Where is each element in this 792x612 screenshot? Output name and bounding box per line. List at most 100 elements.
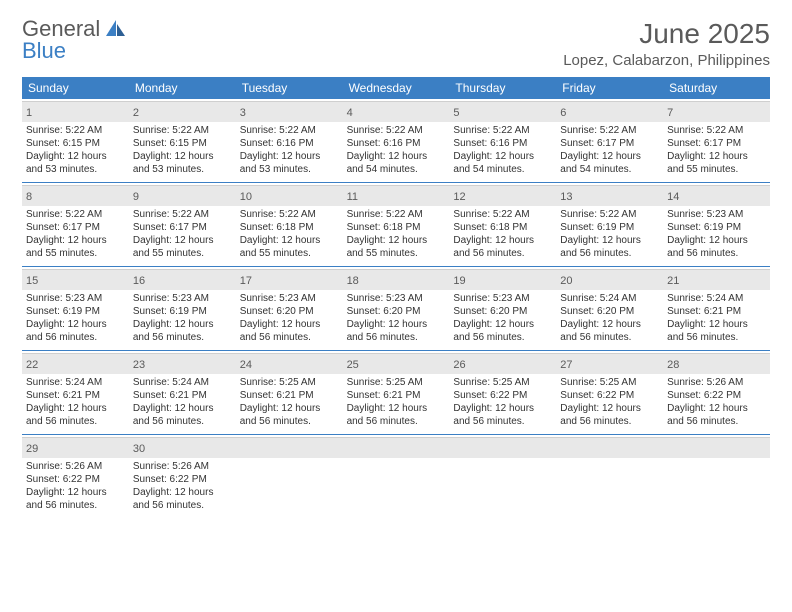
calendar-cell: 19Sunrise: 5:23 AMSunset: 6:20 PMDayligh… [449, 267, 556, 350]
day-header-cell: Tuesday [236, 77, 343, 99]
day-header-cell: Wednesday [343, 77, 450, 99]
calendar-cell: 18Sunrise: 5:23 AMSunset: 6:20 PMDayligh… [343, 267, 450, 350]
calendar-cell: 28 Sunrise: 5:26 AMSunset: 6:22 PMDayligh… [663, 351, 770, 434]
calendar-cell: 2Sunrise: 5:22 AMSunset: 6:15 PMDaylight… [129, 99, 236, 182]
day-number-row: 3 [236, 101, 343, 122]
day-number-row: 25 [343, 353, 450, 374]
day-details: Sunrise: 5:25 AMSunset: 6:21 PMDaylight:… [240, 376, 339, 428]
calendar-week: 29 Sunrise: 5:26 AMSunset: 6:22 PMDayligh… [22, 435, 770, 518]
day-header-cell: Saturday [663, 77, 770, 99]
day-details: Sunrise: 5:22 AMSunset: 6:16 PMDaylight:… [240, 124, 339, 176]
day-details: Sunrise: 5:25 AMSunset: 6:22 PMDaylight:… [560, 376, 659, 428]
day-number: 21 [667, 275, 679, 287]
calendar-week: 22 Sunrise: 5:24 AMSunset: 6:21 PMDayligh… [22, 351, 770, 435]
calendar-cell: 20Sunrise: 5:24 AMSunset: 6:20 PMDayligh… [556, 267, 663, 350]
day-number-row: . [663, 437, 770, 458]
calendar-cell: 14Sunrise: 5:23 AMSunset: 6:19 PMDayligh… [663, 183, 770, 266]
day-number: 9 [133, 191, 139, 203]
day-number-row: . [556, 437, 663, 458]
day-details: Sunrise: 5:26 AMSunset: 6:22 PMDaylight:… [133, 460, 232, 512]
title-block: June 2025 Lopez, Calabarzon, Philippines [563, 18, 770, 69]
calendar-cell: 3Sunrise: 5:22 AMSunset: 6:16 PMDaylight… [236, 99, 343, 182]
calendar-cell: . [343, 435, 450, 518]
day-number: 28 [667, 359, 679, 371]
day-number: 27 [560, 359, 572, 371]
page: General Blue June 2025 Lopez, Calabarzon… [0, 0, 792, 536]
calendar-cell: 8Sunrise: 5:22 AMSunset: 6:17 PMDaylight… [22, 183, 129, 266]
day-number: 4 [347, 107, 353, 119]
calendar-cell: 12 Sunrise: 5:22 AMSunset: 6:18 PMDayligh… [449, 183, 556, 266]
day-details: Sunrise: 5:23 AMSunset: 6:20 PMDaylight:… [453, 292, 552, 344]
calendar-week: 15Sunrise: 5:23 AMSunset: 6:19 PMDayligh… [22, 267, 770, 351]
calendar-week: 1 Sunrise: 5:22 AMSunset: 6:15 PMDaylight… [22, 99, 770, 183]
day-details: Sunrise: 5:22 AMSunset: 6:18 PMDaylight:… [347, 208, 446, 260]
day-number: 30 [133, 443, 145, 455]
day-details: Sunrise: 5:22 AMSunset: 6:16 PMDaylight:… [453, 124, 552, 176]
day-number: 22 [26, 359, 38, 371]
day-details: Sunrise: 5:24 AMSunset: 6:21 PMDaylight:… [133, 376, 232, 428]
day-number-row: 16 [129, 269, 236, 290]
day-number-row: 10 [236, 185, 343, 206]
day-number-row: . [449, 437, 556, 458]
day-details: Sunrise: 5:22 AMSunset: 6:18 PMDaylight:… [453, 208, 552, 260]
day-number: 20 [560, 275, 572, 287]
calendar-cell: 23 Sunrise: 5:24 AMSunset: 6:21 PMDayligh… [129, 351, 236, 434]
calendar-cell: 26 Sunrise: 5:25 AMSunset: 6:22 PMDayligh… [449, 351, 556, 434]
day-number-row: 14 [663, 185, 770, 206]
day-number: 17 [240, 275, 252, 287]
calendar-cell: 29Sunrise: 5:26 AMSunset: 6:22 PMDayligh… [22, 435, 129, 518]
day-number-row: 24 [236, 353, 343, 374]
day-details: Sunrise: 5:23 AMSunset: 6:19 PMDaylight:… [133, 292, 232, 344]
calendar-cell: 1 Sunrise: 5:22 AMSunset: 6:15 PMDaylight… [22, 99, 129, 182]
calendar-cell: . [663, 435, 770, 518]
day-number-row: 13 [556, 185, 663, 206]
day-number-row: 29 [22, 437, 129, 458]
day-number-row: . [343, 437, 450, 458]
day-number: 29 [26, 443, 38, 455]
day-details: Sunrise: 5:22 AMSunset: 6:16 PMDaylight:… [347, 124, 446, 176]
day-number: 14 [667, 191, 679, 203]
day-number-row: 19 [449, 269, 556, 290]
day-number: 12 [453, 191, 465, 203]
logo-sail-icon [106, 18, 126, 40]
header: General Blue June 2025 Lopez, Calabarzon… [22, 18, 770, 69]
day-number-row: 21 [663, 269, 770, 290]
day-details: Sunrise: 5:26 AMSunset: 6:22 PMDaylight:… [667, 376, 766, 428]
day-details: Sunrise: 5:22 AMSunset: 6:17 PMDaylight:… [26, 208, 125, 260]
day-number: 10 [240, 191, 252, 203]
calendar-cell: 5 Sunrise: 5:22 AMSunset: 6:16 PMDaylight… [449, 99, 556, 182]
calendar-cell: 21 Sunrise: 5:24 AMSunset: 6:21 PMDayligh… [663, 267, 770, 350]
day-details: Sunrise: 5:22 AMSunset: 6:15 PMDaylight:… [133, 124, 232, 176]
day-number-row: 8 [22, 185, 129, 206]
calendar-cell: 25Sunrise: 5:25 AMSunset: 6:21 PMDayligh… [343, 351, 450, 434]
calendar-cell: . [556, 435, 663, 518]
day-number: 11 [347, 191, 358, 203]
day-number: 23 [133, 359, 145, 371]
day-details: Sunrise: 5:22 AMSunset: 6:15 PMDaylight:… [26, 124, 125, 176]
day-number-row: 5 [449, 101, 556, 122]
logo-text: General Blue [22, 18, 126, 62]
month-title: June 2025 [563, 18, 770, 50]
day-number-row: 9 [129, 185, 236, 206]
calendar-week: 8Sunrise: 5:22 AMSunset: 6:17 PMDaylight… [22, 183, 770, 267]
day-details: Sunrise: 5:22 AMSunset: 6:17 PMDaylight:… [667, 124, 766, 176]
day-number-row: 11 [343, 185, 450, 206]
calendar: SundayMondayTuesdayWednesdayThursdayFrid… [22, 77, 770, 518]
day-number-row: 17 [236, 269, 343, 290]
day-details: Sunrise: 5:24 AMSunset: 6:21 PMDaylight:… [667, 292, 766, 344]
day-number-row: 28 [663, 353, 770, 374]
day-details: Sunrise: 5:22 AMSunset: 6:17 PMDaylight:… [133, 208, 232, 260]
day-details: Sunrise: 5:25 AMSunset: 6:21 PMDaylight:… [347, 376, 446, 428]
day-number-row: 18 [343, 269, 450, 290]
logo: General Blue [22, 18, 126, 62]
day-header-cell: Friday [556, 77, 663, 99]
day-details: Sunrise: 5:22 AMSunset: 6:18 PMDaylight:… [240, 208, 339, 260]
day-number: 26 [453, 359, 465, 371]
day-number: 1 [26, 107, 32, 119]
day-number: 16 [133, 275, 145, 287]
day-number: 5 [453, 107, 459, 119]
day-number-row: 4 [343, 101, 450, 122]
day-details: Sunrise: 5:25 AMSunset: 6:22 PMDaylight:… [453, 376, 552, 428]
calendar-cell: 30 Sunrise: 5:26 AMSunset: 6:22 PMDayligh… [129, 435, 236, 518]
calendar-cell: . [236, 435, 343, 518]
